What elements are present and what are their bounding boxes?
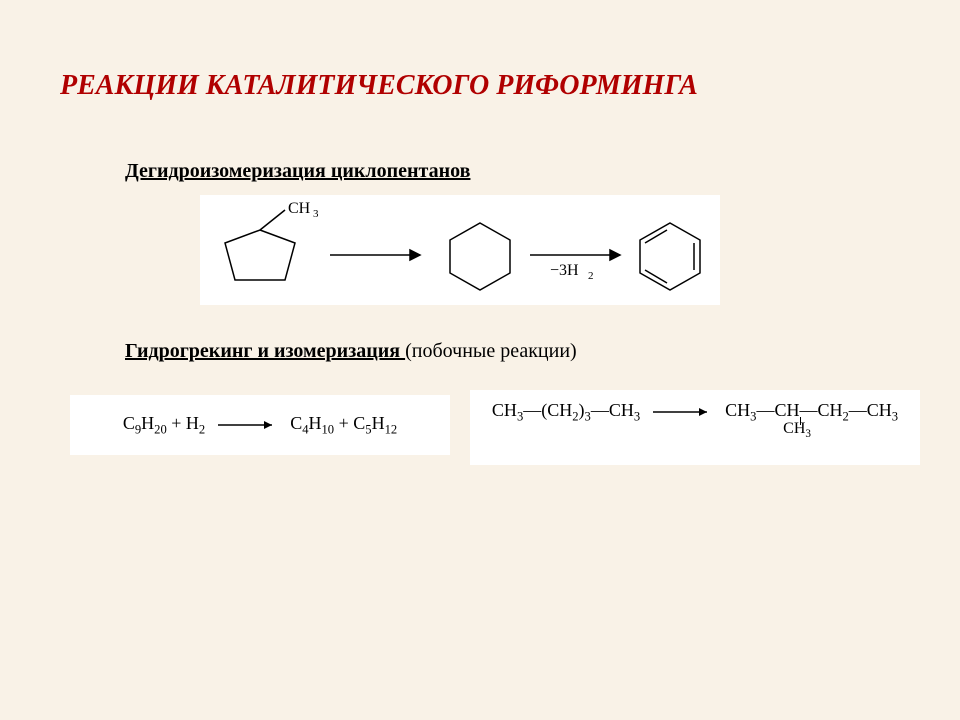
reaction-2-formula: C9H20 + H2 C4H10 + C5H12 bbox=[123, 413, 397, 438]
isopentane-structure: CH3—CH—CH2—CH3 CH3 bbox=[725, 400, 898, 425]
ch3-label: CH bbox=[288, 200, 311, 217]
svg-text:2: 2 bbox=[588, 270, 594, 282]
svg-text:3: 3 bbox=[313, 208, 319, 220]
page-title: РЕАКЦИИ КАТАЛИТИЧЕСКОГО РИФОРМИНГА bbox=[60, 70, 920, 102]
subtitle2-rest: (побочные реакции) bbox=[405, 340, 577, 362]
arrow-icon bbox=[653, 406, 713, 418]
reaction-2-box: C9H20 + H2 C4H10 + C5H12 bbox=[70, 395, 450, 455]
arrow-icon bbox=[218, 419, 278, 431]
subtitle2-bold: Гидрогрекинг и изомеризация bbox=[125, 340, 405, 362]
subtitle-hydrocracking: Гидрогрекинг и изомеризация (побочные ре… bbox=[125, 340, 577, 363]
reaction-1-diagram: CH 3 −3H 2 bbox=[200, 195, 720, 305]
reaction-3-formula: CH3—(CH2)3—CH3 CH3—CH—CH2—CH3 CH3 bbox=[492, 400, 898, 425]
minus-3h2-label: −3H bbox=[550, 262, 579, 279]
subtitle-dehydroisomerization: Дегидроизомеризация циклопентанов bbox=[125, 160, 470, 183]
reaction-1-box: CH 3 −3H 2 bbox=[200, 195, 720, 305]
reaction-3-box: CH3—(CH2)3—CH3 CH3—CH—CH2—CH3 CH3 bbox=[470, 390, 920, 465]
